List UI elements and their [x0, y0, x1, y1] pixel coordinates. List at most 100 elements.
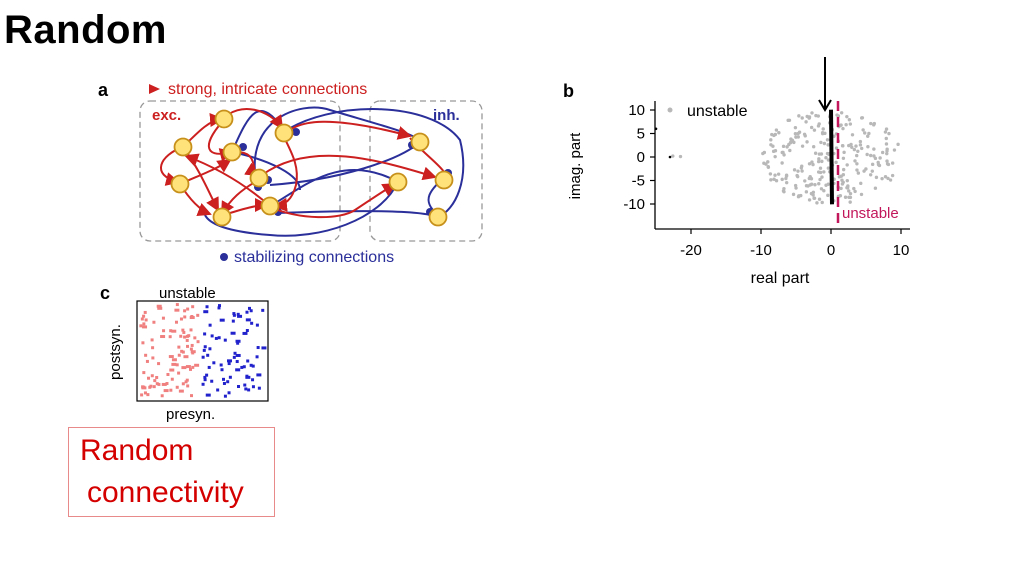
- exc-node: [170, 174, 190, 194]
- matrix-cell: [168, 335, 172, 339]
- eigenvalue-point: [788, 141, 793, 145]
- eigenvalue-point: [866, 145, 870, 149]
- matrix-cell: [203, 378, 207, 382]
- eigenvalue-point: [804, 120, 808, 124]
- unstable-legend-dot: [667, 107, 673, 113]
- matrix-cell: [179, 317, 183, 321]
- matrix-cell: [251, 385, 255, 389]
- matrix-cell: [250, 321, 254, 325]
- eigenvalue-point: [885, 159, 889, 163]
- matrix-cell: [152, 385, 156, 389]
- eigenvalue-point: [853, 189, 857, 194]
- matrix-cell: [245, 310, 249, 314]
- matrix-cell: [207, 365, 211, 369]
- matrix-cell: [232, 312, 236, 316]
- matrix-cell: [210, 379, 214, 383]
- eigenvalue-point: [850, 133, 855, 137]
- matrix-cell: [142, 371, 146, 375]
- eigenvalue-point: [849, 142, 853, 147]
- eigenvalue-point: [826, 193, 830, 198]
- eigenvalue-point: [772, 177, 776, 181]
- matrix-cell: [235, 368, 241, 372]
- strong-connection-arrow-icon: [149, 84, 160, 94]
- matrix-cell: [190, 394, 194, 398]
- eigenvalue-point: [762, 161, 766, 165]
- eigenvalue-point: [868, 173, 873, 177]
- matrix-cell: [140, 393, 144, 397]
- eigenvalue-point: [870, 169, 874, 173]
- matrix-cell: [205, 373, 209, 377]
- eigenvalue-cloud: [761, 111, 900, 205]
- eigenvalue-point: [839, 174, 843, 178]
- eigenvalue-point: [773, 154, 777, 159]
- matrix-cell: [247, 306, 251, 310]
- matrix-cell: [208, 347, 212, 351]
- matrix-cell: [219, 363, 223, 367]
- eigenvalue-point: [839, 111, 844, 115]
- matrix-cell: [185, 365, 191, 369]
- matrix-cell: [174, 308, 180, 312]
- eigenvalue-point: [800, 164, 804, 168]
- eigenvalue-point: [867, 131, 871, 136]
- matrix-cell: [151, 346, 155, 350]
- matrix-cell: [171, 358, 177, 362]
- eigenvalue-point: [880, 150, 885, 155]
- eigenvalue-point: [822, 170, 826, 174]
- eigenvalue-point: [782, 153, 786, 157]
- matrix-cell: [157, 382, 161, 386]
- eigenvalue-point: [788, 148, 792, 153]
- eigenvalue-point: [845, 163, 849, 167]
- eigenvalue-point: [803, 134, 807, 138]
- matrix-cell: [146, 393, 150, 397]
- eigenvalue-point: [769, 138, 773, 142]
- eigenvalue-cluster-line: [829, 109, 834, 205]
- matrix-cell: [227, 359, 233, 363]
- y-tick-label: 10: [628, 102, 645, 119]
- matrix-cell: [181, 366, 187, 370]
- panel-b-letter: b: [563, 81, 574, 101]
- matrix-cell: [140, 317, 144, 321]
- eigenvalue-point: [826, 143, 830, 147]
- eigenvalue-point: [819, 140, 823, 145]
- eigenvalue-point: [766, 165, 771, 169]
- y-ticks: 10 5 0 -5 -10: [623, 102, 655, 213]
- callout-line-1: Random: [80, 434, 194, 467]
- eigenvalue-point: [817, 182, 821, 186]
- inh-node: [428, 207, 448, 227]
- matrix-cell: [236, 341, 240, 345]
- panel-a-letter: a: [98, 80, 109, 100]
- matrix-cell: [226, 380, 230, 384]
- matrix-cell: [144, 318, 148, 322]
- panel-c-letter: c: [100, 283, 110, 303]
- eigenvalue-point: [872, 147, 876, 151]
- matrix-cell: [150, 338, 154, 342]
- matrix-cell: [205, 305, 209, 309]
- eigenvalue-point: [824, 183, 828, 187]
- matrix-cell: [245, 318, 251, 322]
- matrix-cell: [251, 378, 255, 382]
- eigenvalue-point: [762, 150, 767, 155]
- matrix-cell: [196, 340, 200, 344]
- eigenvalue-point: [773, 149, 778, 153]
- eigenvalue-point: [818, 177, 822, 182]
- eigenvalue-outliers: [654, 127, 683, 159]
- matrix-cell: [168, 355, 174, 359]
- eigenvalue-point: [841, 144, 845, 148]
- eigenvalue-point: [853, 159, 857, 163]
- eigenvalue-point: [800, 169, 804, 173]
- matrix-cell: [174, 320, 178, 324]
- stabilizing-dot-icon: [220, 253, 228, 261]
- matrix-cell: [194, 363, 200, 367]
- eigenvalue-point: [848, 200, 852, 204]
- eigenvalue-point: [842, 150, 846, 155]
- matrix-cell: [201, 382, 205, 386]
- eigenvalue-point: [890, 173, 895, 178]
- eigenvalue-point: [810, 160, 814, 164]
- matrix-cell: [162, 329, 166, 333]
- eigenvalue-point: [766, 160, 770, 164]
- eigenvalue-point: [817, 152, 822, 156]
- eigenvalue-point: [794, 135, 798, 139]
- eigenvalue-point: [809, 125, 814, 130]
- eigenvalue-point: [852, 186, 856, 191]
- eigenvalue-point: [866, 134, 870, 138]
